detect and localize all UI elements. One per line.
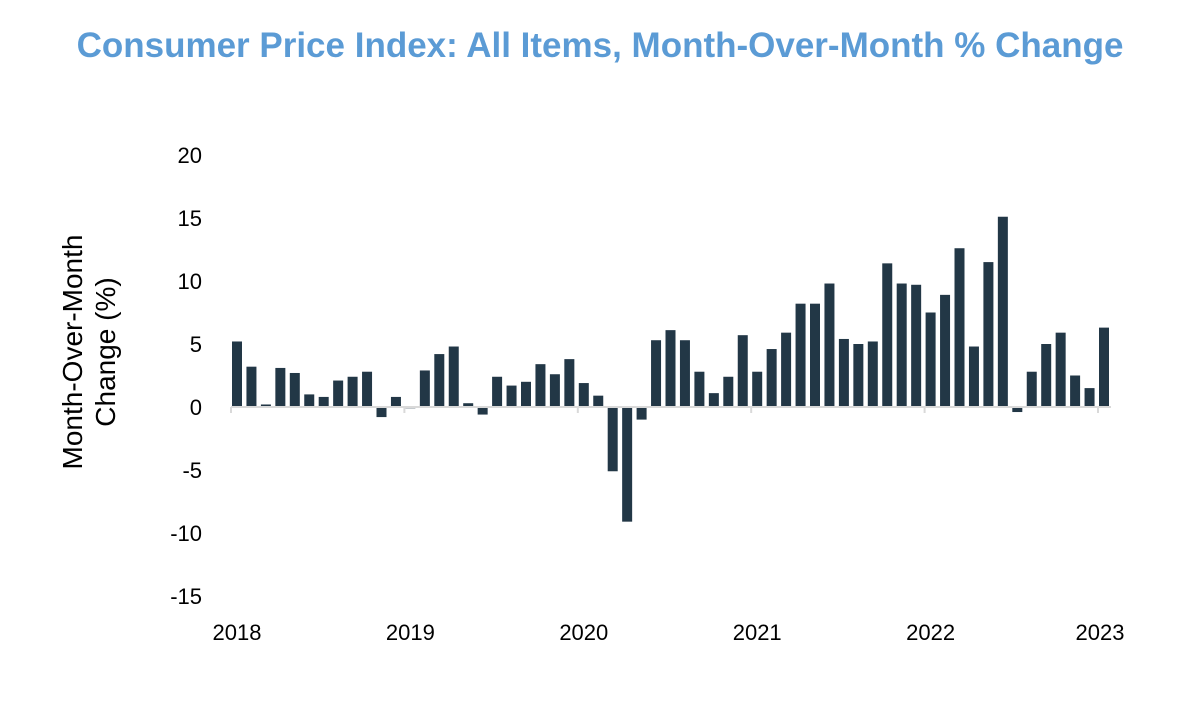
x-tick-label: 2018	[213, 620, 262, 645]
x-axis-ticks: 2018 2019 2020 2021 2022 2023	[213, 407, 1125, 645]
bar	[896, 283, 907, 407]
bar	[867, 341, 878, 407]
bar	[679, 340, 690, 407]
bar	[853, 344, 864, 407]
bar	[1099, 327, 1109, 407]
bar	[622, 407, 633, 522]
bar	[434, 354, 445, 407]
bar	[333, 380, 344, 407]
bar	[708, 393, 719, 407]
bar	[289, 372, 300, 407]
bar	[260, 404, 271, 407]
bar	[607, 407, 618, 472]
bar	[390, 396, 401, 407]
x-tick-label: 2023	[1076, 620, 1125, 645]
bar	[665, 330, 676, 407]
bar	[246, 366, 257, 407]
bar	[651, 340, 662, 407]
y-axis-label-line: Month-Over-Month	[57, 235, 88, 470]
bar	[318, 396, 329, 407]
y-tick-label: -15	[170, 584, 202, 609]
bar	[1026, 371, 1037, 407]
y-tick-label: 15	[178, 206, 202, 231]
y-axis-ticks: 20 15 10 5 0 -5 -10 -15	[170, 143, 202, 609]
bar	[824, 283, 835, 407]
bar	[564, 359, 575, 407]
bar	[232, 341, 242, 407]
bar	[492, 376, 503, 407]
bar	[1084, 388, 1095, 407]
bar	[593, 395, 604, 407]
y-tick-label: 0	[190, 395, 202, 420]
bar	[723, 376, 734, 407]
bar	[968, 346, 979, 407]
chart-title: Consumer Price Index: All Items, Month-O…	[76, 26, 1124, 65]
y-tick-label: -5	[182, 458, 202, 483]
bar	[521, 381, 531, 407]
y-tick-label: 5	[190, 332, 202, 357]
bar	[766, 349, 777, 407]
bars	[232, 216, 1109, 522]
x-tick-label: 2021	[733, 620, 782, 645]
bar	[362, 371, 373, 407]
bar	[419, 370, 430, 407]
y-tick-label: 20	[178, 143, 202, 168]
bar	[275, 367, 286, 407]
bar	[694, 371, 705, 407]
bar	[940, 294, 951, 407]
bar	[463, 403, 474, 407]
bar	[1070, 375, 1081, 407]
bar	[752, 371, 763, 407]
bar	[781, 332, 792, 407]
bar	[737, 335, 748, 407]
bar	[304, 394, 315, 407]
bar	[882, 263, 893, 407]
bar	[795, 303, 806, 407]
y-axis-label-text: Month-Over-MonthChange (%)	[57, 235, 121, 470]
bar	[954, 248, 965, 407]
bar	[448, 346, 459, 407]
y-axis-label-line: Change (%)	[90, 277, 121, 426]
bar	[983, 262, 994, 407]
y-tick-label: 10	[178, 269, 202, 294]
bar	[1041, 344, 1052, 407]
x-tick-label: 2022	[906, 620, 955, 645]
x-tick-label: 2019	[386, 620, 435, 645]
bar	[636, 407, 647, 420]
bar	[535, 364, 546, 407]
bar	[997, 216, 1008, 407]
bar	[1012, 407, 1023, 413]
bar	[578, 383, 589, 407]
bar	[347, 376, 358, 407]
bar	[911, 284, 922, 407]
bar	[925, 312, 936, 407]
y-tick-label: -10	[170, 521, 202, 546]
bar	[506, 385, 517, 407]
x-tick-label: 2020	[559, 620, 608, 645]
bar	[810, 303, 820, 407]
bar	[838, 338, 849, 407]
y-axis-label: Month-Over-MonthChange (%)	[57, 235, 121, 470]
bar	[376, 407, 387, 418]
bar	[1055, 332, 1066, 407]
bar	[477, 407, 488, 415]
bar	[549, 374, 560, 407]
